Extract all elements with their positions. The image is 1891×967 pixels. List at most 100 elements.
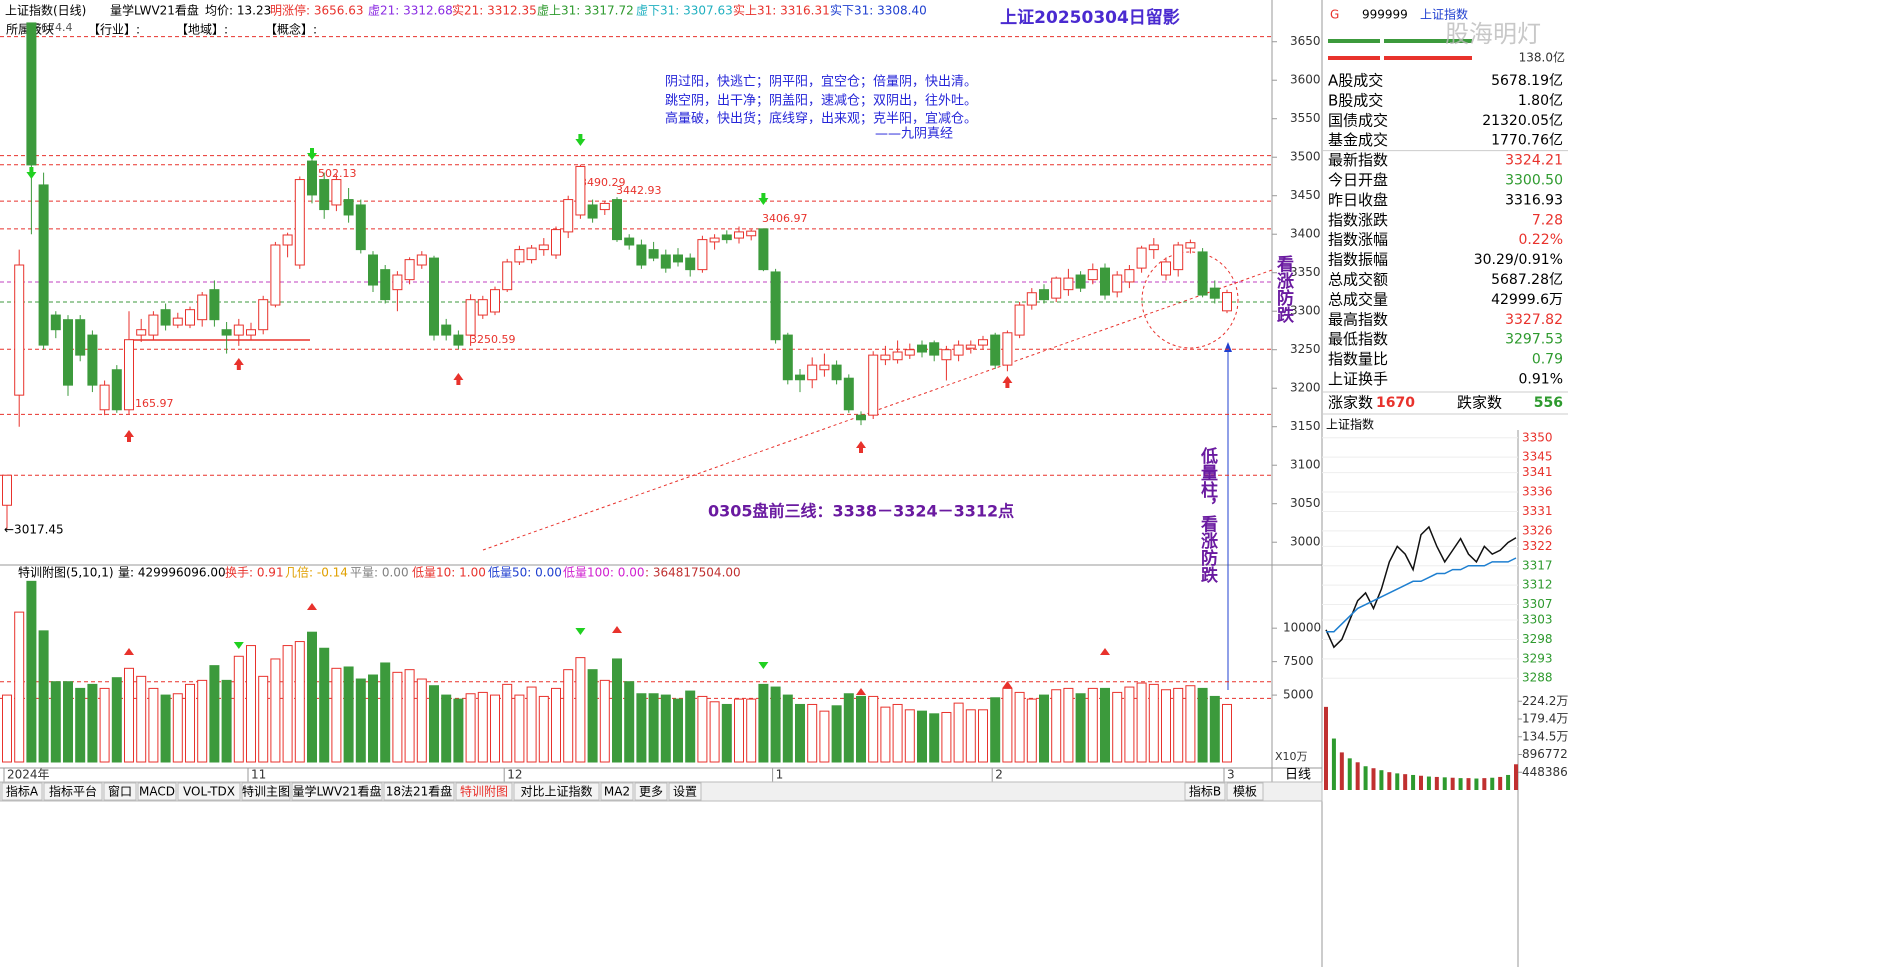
tab-frame	[1, 782, 43, 801]
tab-frame	[513, 782, 600, 801]
row-value: 5678.19亿	[1491, 73, 1563, 89]
intraday-vol-label: 224.2万	[1522, 694, 1568, 708]
candle-body	[209, 289, 220, 321]
down-arrow	[575, 628, 586, 635]
volume-bar	[197, 679, 208, 763]
tab-label: 设置	[673, 785, 697, 799]
price-label: 3165.97	[128, 397, 174, 410]
intraday-tick-label: 3341	[1522, 465, 1553, 479]
tab[interactable]: 指标平台	[43, 782, 103, 801]
tab-label: 更多	[639, 785, 663, 799]
intraday-tick-label: 3322	[1522, 539, 1553, 553]
candle-body	[343, 199, 354, 216]
candle-body	[258, 299, 269, 331]
row-value: 3324.21	[1505, 153, 1563, 169]
candle-body	[575, 165, 586, 216]
candle-body	[124, 339, 134, 411]
y-tick-label: 3150	[1290, 419, 1321, 433]
candle-body	[270, 244, 281, 306]
chart-title: 上证20250304日留影	[1000, 7, 1180, 28]
volume-bar	[868, 695, 879, 763]
volume-bar	[453, 698, 464, 763]
intraday-volume-bar	[1324, 706, 1328, 790]
tab[interactable]: 模板	[1226, 782, 1264, 801]
volume-bar	[965, 709, 976, 763]
candle-body	[148, 314, 159, 336]
candle-body	[502, 261, 513, 291]
volume-bar	[136, 675, 147, 763]
tab[interactable]: 指标B	[1184, 782, 1226, 801]
volume-bar	[111, 677, 122, 763]
tab[interactable]: 更多	[634, 782, 668, 801]
tab[interactable]: 18法21看盘	[383, 782, 455, 801]
tab[interactable]: 设置	[668, 782, 702, 801]
volume-bar	[1026, 698, 1037, 763]
code: 999999	[1362, 8, 1408, 22]
row-value: 1.80亿	[1518, 93, 1563, 109]
tab[interactable]: MACD	[137, 782, 177, 801]
candle-body	[441, 324, 452, 336]
volume-bar	[551, 687, 561, 763]
row-label: 最高指数	[1328, 310, 1388, 328]
up-arrow	[856, 688, 866, 695]
candle-body	[660, 254, 671, 269]
volume-y-tick-label: 10000	[1283, 621, 1321, 635]
row-label: 国债成交	[1328, 111, 1388, 129]
intraday-tick-label: 3317	[1522, 558, 1553, 572]
volume-bar	[929, 713, 940, 763]
up-arrow	[1002, 681, 1013, 688]
candle-body	[819, 364, 830, 371]
volume-bar	[429, 685, 439, 763]
volume-bar	[368, 674, 378, 763]
y-tick-label: 3400	[1290, 227, 1321, 241]
tab[interactable]: 对比上证指数	[513, 782, 600, 801]
volume-bar	[746, 698, 757, 763]
row-label: 指数量比	[1328, 350, 1388, 368]
candle-body	[465, 299, 476, 336]
intraday-volume-bar	[1403, 774, 1408, 790]
candle-body	[319, 179, 330, 211]
candle-body	[1148, 244, 1159, 251]
volume-bar	[14, 611, 25, 763]
intraday-tick-label: 3307	[1522, 597, 1553, 611]
tab-frame	[1226, 782, 1264, 801]
row-label: 指数涨幅	[1328, 231, 1388, 249]
header-item: 量学LWV21看盘	[110, 3, 199, 18]
tab[interactable]: 特训附图	[455, 782, 513, 801]
tab[interactable]: 量学LWV21看盘	[291, 782, 383, 801]
volume-bar	[246, 645, 256, 763]
tab[interactable]: 窗口	[103, 782, 137, 801]
intraday-volume-bar	[1474, 778, 1479, 790]
candle-body	[831, 364, 842, 381]
volume-bar	[904, 709, 915, 763]
candle-body	[380, 269, 391, 301]
amount: 138.0亿	[1519, 50, 1565, 65]
candle-body	[172, 317, 183, 326]
tab[interactable]: 特训主图	[241, 782, 291, 801]
row-label: 最低指数	[1328, 330, 1388, 348]
intraday-volume-bar	[1506, 774, 1511, 790]
candle-body	[63, 319, 73, 386]
volume-bar	[1075, 693, 1086, 763]
volume-bar	[282, 645, 293, 763]
volume-bar	[465, 693, 476, 763]
tab-frame	[137, 782, 177, 801]
volume-bar	[63, 681, 73, 763]
tab-label: MACD	[139, 785, 175, 799]
tab[interactable]: 指标A	[1, 782, 43, 801]
volume-bar	[990, 697, 1001, 763]
candle-body	[978, 339, 988, 346]
annotation: 看涨防跌	[1273, 254, 1295, 324]
tab[interactable]: MA2	[600, 782, 634, 801]
candle-body	[14, 264, 25, 396]
level-bar	[1328, 56, 1380, 60]
intraday-vol-label: 134.5万	[1522, 729, 1568, 743]
candle-body	[599, 202, 610, 211]
candle-body	[477, 299, 488, 316]
tab-frame	[668, 782, 702, 801]
volume-bar	[734, 698, 744, 763]
tab[interactable]: VOL-TDX	[177, 782, 241, 801]
intraday-tick-label: 3293	[1522, 651, 1553, 665]
intraday-tick-label: 3331	[1522, 504, 1553, 518]
